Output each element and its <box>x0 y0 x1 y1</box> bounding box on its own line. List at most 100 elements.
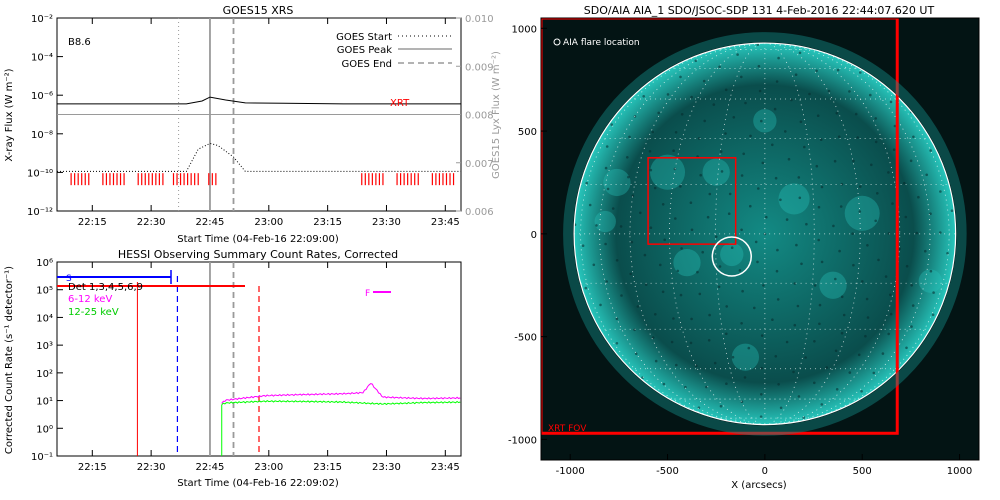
goes-y2tick-label: 0.008 <box>465 111 494 122</box>
longitude-gridline <box>764 43 861 425</box>
aia-panel: SDO/AIA AIA_1 SDO/JSOC-SDP 131 4-Feb-201… <box>508 4 980 491</box>
disk-speckle <box>839 205 843 208</box>
disk-speckle <box>762 284 765 287</box>
aia-xtick-label: 500 <box>853 466 872 477</box>
disk-speckle <box>889 312 893 316</box>
disk-speckle <box>725 305 728 308</box>
disk-speckle <box>805 222 808 226</box>
disk-speckle <box>877 258 880 262</box>
disk-speckle <box>699 173 702 177</box>
disk-speckle <box>793 282 797 285</box>
disk-speckle <box>929 212 932 215</box>
disk-speckle <box>712 103 716 106</box>
disk-speckle <box>827 89 831 93</box>
goes-xlabel: Start Time (04-Feb-16 22:09:00) <box>177 234 339 245</box>
disk-speckle <box>619 225 623 228</box>
disk-speckle <box>706 215 710 219</box>
disk-speckle <box>859 185 862 188</box>
disk-speckle <box>852 263 855 267</box>
goes-y2tick-label: 0.009 <box>465 62 494 73</box>
disk-speckle <box>696 270 699 274</box>
disk-speckle <box>725 382 728 386</box>
disk-speckle <box>889 100 893 104</box>
goes-ytick-label: 10⁻¹⁰ <box>27 168 53 179</box>
disk-speckle <box>674 217 677 220</box>
hessi-ylabel: Corrected Count Rate (s⁻¹ detector⁻¹) <box>4 266 15 454</box>
disk-speckle <box>836 68 840 72</box>
disk-speckle <box>760 334 764 337</box>
disk-speckle <box>776 248 779 252</box>
disk-speckle <box>820 260 824 264</box>
corona-glow <box>563 32 967 436</box>
disk-speckle <box>929 269 933 273</box>
hessi-ytick-label: 10³ <box>36 341 53 352</box>
disk-speckle <box>743 376 747 379</box>
disk-speckle <box>753 306 756 310</box>
disk-speckle <box>651 336 655 339</box>
disk-speckle <box>887 332 890 336</box>
longitude-gridline <box>764 43 815 425</box>
disk-speckle <box>662 382 666 386</box>
disk-speckle <box>902 182 906 185</box>
disk-speckle <box>876 192 879 195</box>
disk-speckle <box>858 210 862 213</box>
disk-speckle <box>911 304 915 307</box>
hessi-xtick-label: 22:15 <box>78 462 107 473</box>
disk-speckle <box>707 339 711 342</box>
disk-speckle <box>893 124 897 128</box>
disk-speckle <box>817 238 820 242</box>
disk-speckle <box>840 331 844 335</box>
disk-speckle <box>818 322 821 326</box>
aia-ytick-label: -500 <box>514 333 537 344</box>
disk-speckle <box>725 332 728 336</box>
disk-speckle <box>834 277 837 281</box>
disk-speckle <box>670 340 674 344</box>
goes-xtick-label: 22:15 <box>78 217 107 228</box>
disk-speckle <box>799 120 803 124</box>
disk-speckle <box>588 203 592 207</box>
disk-speckle <box>626 156 629 159</box>
disk-speckle <box>610 123 613 126</box>
disk-speckle <box>864 334 867 338</box>
goes-xtick-label: 23:00 <box>254 217 283 228</box>
disk-speckle <box>898 247 901 250</box>
disk-speckle <box>648 150 652 153</box>
aia-xtick-label: -500 <box>656 466 679 477</box>
legend-goes-start-label: GOES Start <box>336 32 392 43</box>
disk-speckle <box>838 249 841 253</box>
disk-speckle <box>698 292 702 296</box>
aia-xtick-label: 0 <box>762 466 768 477</box>
disk-speckle <box>777 383 780 386</box>
disk-speckle <box>887 232 891 235</box>
disk-speckle <box>605 145 609 148</box>
disk-speckle <box>636 305 640 308</box>
disk-speckle <box>629 272 632 276</box>
goes-xtick-label: 23:45 <box>431 217 460 228</box>
disk-speckle <box>719 404 723 408</box>
disk-speckle <box>787 157 791 161</box>
aia-ytick-label: 500 <box>518 127 537 138</box>
disk-speckle <box>859 71 862 74</box>
disk-speckle <box>661 290 665 294</box>
disk-speckle <box>832 224 835 228</box>
aia-legend-label: AIA flare location <box>563 38 640 48</box>
disk-speckle <box>738 269 742 272</box>
disk-speckle <box>584 286 588 290</box>
disk-speckle <box>884 275 888 278</box>
disk-speckle <box>760 393 763 396</box>
disk-speckle <box>628 135 631 139</box>
disk-speckle <box>690 317 693 321</box>
hessi-12-25-line <box>221 399 461 406</box>
disk-speckle <box>939 231 942 234</box>
disk-speckle <box>904 215 908 219</box>
disk-speckle <box>672 149 675 152</box>
disk-speckle <box>771 318 774 322</box>
disk-speckle <box>910 284 913 287</box>
disk-speckle <box>777 56 780 60</box>
hessi-plot-frame <box>56 261 462 457</box>
aia-ytick-label: -1000 <box>508 435 537 446</box>
disk-speckle <box>756 260 759 264</box>
hessi-panel: HESSI Observing Summary Count Rates, Cor… <box>4 248 462 489</box>
disk-speckle <box>604 242 607 246</box>
